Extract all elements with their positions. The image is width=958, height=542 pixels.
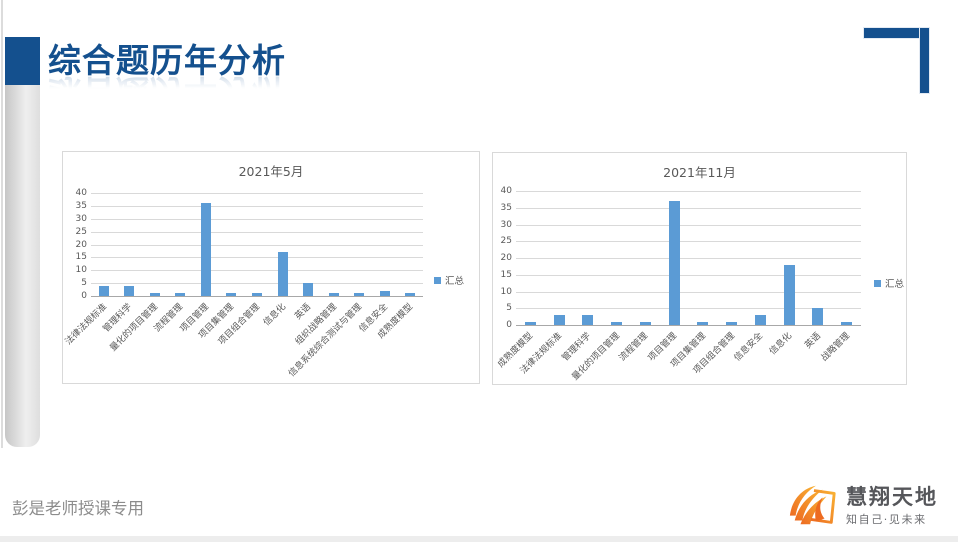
y-axis-tick: 25: [500, 236, 512, 247]
legend-label: 汇总: [445, 276, 465, 287]
bar: [149, 293, 160, 296]
bar: [200, 203, 211, 296]
y-axis-tick: 5: [506, 303, 512, 314]
y-axis-tick: 0: [81, 291, 87, 301]
bar: [553, 314, 565, 325]
bar: [175, 293, 186, 296]
x-axis-line: [516, 325, 861, 326]
brand-logo: 慧翔天地 知自己·见未来: [787, 479, 938, 533]
accent-square: [5, 37, 40, 85]
x-axis-label: 英语: [293, 302, 314, 322]
grid-line: [516, 224, 861, 226]
y-axis-tick: 35: [500, 202, 512, 213]
x-axis-label: 战略管理: [819, 331, 852, 364]
bar: [754, 314, 766, 325]
left-edge-line: [1, 0, 3, 448]
y-axis-tick: 40: [75, 188, 87, 198]
bar: [98, 285, 109, 296]
grid-line: [91, 218, 423, 220]
y-axis-tick: 40: [500, 186, 512, 196]
brand-slogan: 知自己·见未来: [846, 512, 927, 526]
y-axis-tick: 15: [500, 269, 512, 280]
corner-bracket-icon: [919, 27, 930, 94]
chart-panel-2021-05: 2021年5月 0 5 10 15 20 25 30 35 40 法律法规标准 管理科学 量化的项目管理…: [62, 151, 480, 384]
grid-line: [91, 270, 423, 272]
chart-title: 2021年11月: [663, 165, 736, 180]
bar: [697, 321, 709, 325]
y-axis-tick: 30: [75, 213, 87, 224]
legend-label: 汇总: [885, 279, 905, 290]
grid-line: [516, 274, 861, 276]
grid-line: [516, 291, 861, 293]
grid-line: [91, 257, 423, 259]
bar: [405, 293, 416, 296]
legend: 汇总: [874, 276, 904, 290]
bar: [354, 293, 365, 296]
book-wing-icon: [789, 485, 836, 525]
grid-line: [516, 207, 861, 209]
bottom-strip: [0, 536, 958, 542]
x-axis-label: 流程管理: [617, 331, 651, 364]
grid-line: [516, 258, 861, 259]
grid-line: [91, 205, 423, 207]
bar: [252, 293, 262, 296]
grid-line: [91, 244, 423, 246]
y-axis-tick: 5: [81, 278, 87, 289]
x-axis-label: 信息化: [261, 302, 288, 329]
grid-line: [91, 193, 423, 194]
x-axis-label: 法律法规标准: [63, 302, 109, 348]
grid-line: [516, 308, 861, 310]
bar: [668, 201, 680, 325]
y-axis-tick: 10: [500, 286, 512, 297]
bar: [783, 264, 795, 325]
bar: [226, 293, 237, 296]
grid-line: [516, 241, 861, 243]
y-axis-tick: 20: [500, 253, 512, 263]
bar: [812, 308, 824, 325]
x-axis-label: 信息化: [768, 331, 795, 358]
grid-line: [91, 283, 423, 285]
x-axis-line: [91, 296, 423, 297]
y-axis-tick: 10: [75, 265, 87, 276]
bar: [328, 293, 339, 296]
x-axis-label: 信息安全: [732, 331, 766, 364]
bar: [726, 321, 738, 325]
y-axis-tick: 35: [75, 200, 87, 211]
bar: [124, 285, 135, 296]
bar: [841, 321, 853, 325]
grid-line: [91, 231, 423, 233]
bar: [582, 314, 594, 325]
legend-swatch: [874, 279, 881, 287]
y-axis-tick: 15: [75, 252, 87, 263]
chart-title: 2021年5月: [238, 164, 304, 179]
brand-logo-text: 慧翔天地 知自己·见未来: [846, 484, 938, 527]
y-axis-tick: 25: [75, 226, 87, 237]
left-rail-bar: [5, 85, 40, 447]
y-axis-tick: 20: [75, 239, 87, 250]
y-axis-tick: 0: [506, 320, 512, 330]
chart-panel-2021-11: 2021年11月 0 5 10 15 20 25 30 35 40 成熟度模型 法律法规标准 管理科学量…: [492, 152, 907, 385]
bar: [277, 252, 288, 296]
bar: [639, 321, 651, 325]
legend: 汇总: [434, 273, 464, 287]
bar: [524, 321, 536, 325]
brand-name: 慧翔天地: [846, 484, 938, 509]
x-axis-label: 英语: [803, 331, 823, 351]
bar: [303, 283, 314, 296]
y-axis-tick: 30: [500, 219, 512, 230]
corner-bracket-icon: [863, 27, 930, 39]
page-title: 综合题历年分析: [48, 41, 286, 80]
bar: [611, 321, 623, 325]
legend-swatch: [434, 276, 441, 284]
footer-note: 彭是老师授课专用: [12, 499, 144, 518]
grid-line: [516, 191, 861, 192]
bar: [379, 290, 390, 296]
